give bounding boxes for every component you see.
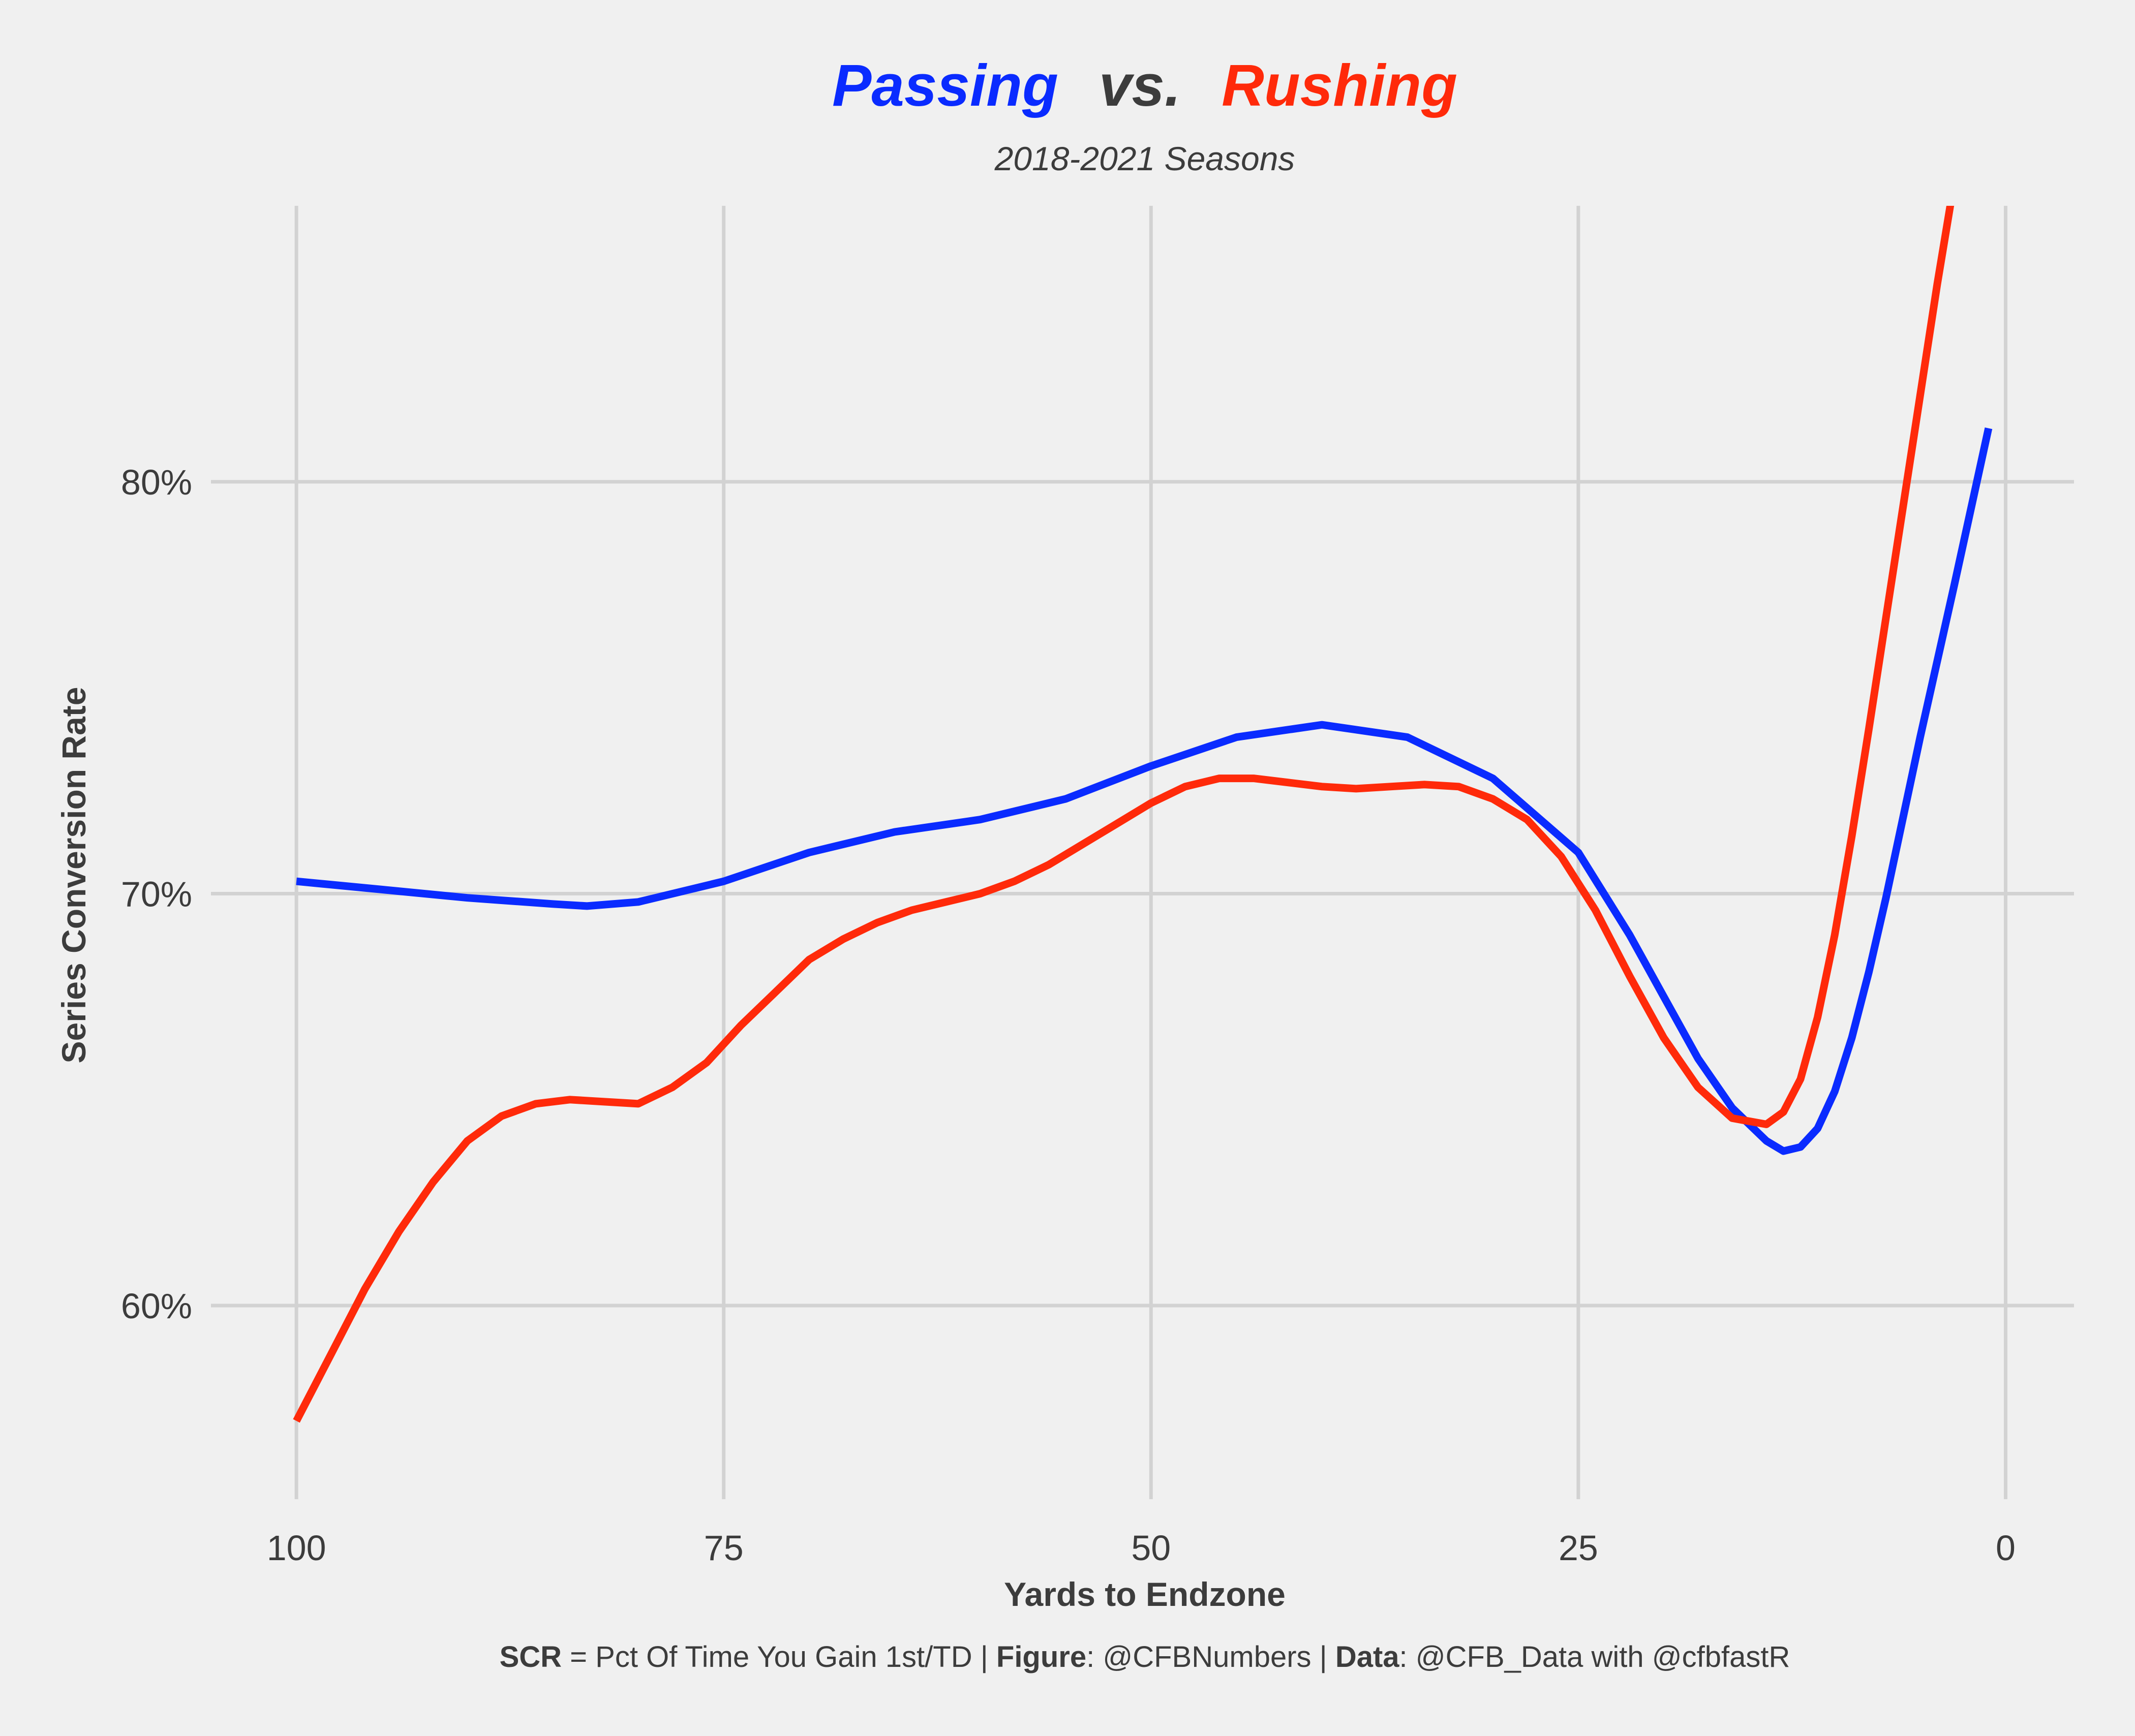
- caption-figure: Figure: [996, 1640, 1086, 1673]
- chart-title: Passing vs. Rushing: [832, 52, 1457, 118]
- tick-labels: 100 75 50 25 0 60% 70% 80%: [121, 462, 2016, 1568]
- title-vs: vs.: [1099, 52, 1181, 118]
- passing-series-line: [296, 427, 1993, 1155]
- chart-subtitle: 2018-2021 Seasons: [994, 140, 1295, 177]
- y-tick-label: 80%: [121, 462, 192, 502]
- x-tick-label: 0: [1996, 1528, 2016, 1568]
- x-tick-label: 50: [1131, 1528, 1171, 1568]
- caption-scr: SCR: [500, 1640, 562, 1673]
- x-axis-title: Yards to Endzone: [1004, 1575, 1286, 1613]
- title-passing: Passing: [832, 52, 1058, 118]
- y-tick-label: 70%: [121, 875, 192, 914]
- caption-data-credit: : @CFB_Data with @cfbfastR: [1399, 1640, 1790, 1673]
- x-tick-label: 25: [1559, 1528, 1598, 1568]
- caption-scr-def: = Pct Of Time You Gain 1st/TD |: [562, 1640, 996, 1673]
- y-tick-label: 60%: [121, 1286, 192, 1326]
- x-tick-label: 75: [704, 1528, 744, 1568]
- caption-figure-credit: : @CFBNumbers |: [1086, 1640, 1335, 1673]
- series-lines: [293, 206, 1993, 1423]
- caption-data: Data: [1335, 1640, 1399, 1673]
- x-tick-label: 100: [267, 1528, 326, 1568]
- caption: SCR = Pct Of Time You Gain 1st/TD | Figu…: [500, 1640, 1790, 1673]
- grid: [211, 206, 2074, 1499]
- y-axis-title: Series Conversion Rate: [55, 687, 93, 1064]
- rushing-series-line: [293, 206, 1955, 1423]
- title-rushing: Rushing: [1222, 52, 1457, 118]
